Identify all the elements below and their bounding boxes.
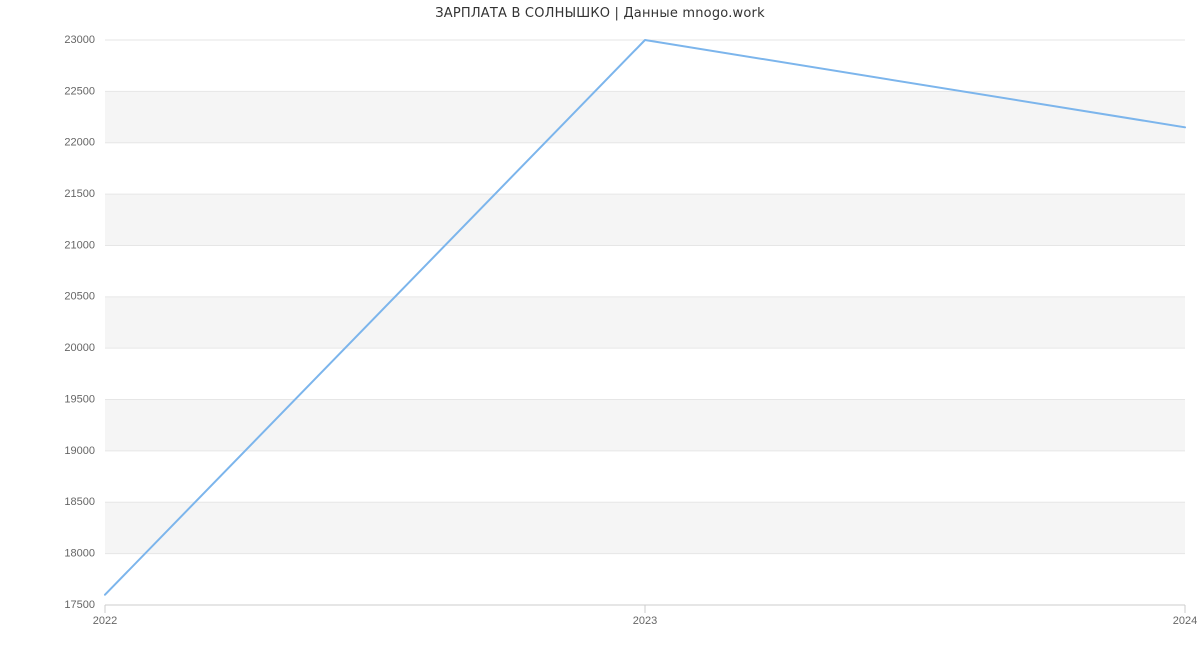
- x-tick-label: 2024: [1173, 615, 1197, 627]
- salary-line-chart: ЗАРПЛАТА В СОЛНЫШКО | Данные mnogo.work …: [0, 0, 1200, 650]
- chart-svg: 17500 18000 18500 19000 19500 20000 20500 21000…: [0, 0, 1200, 650]
- y-tick-label: 21000: [64, 239, 95, 251]
- y-tick-label: 20000: [64, 342, 95, 354]
- y-tick-label: 19000: [64, 445, 95, 457]
- y-tick-label: 22500: [64, 85, 95, 97]
- y-tick-label: 18000: [64, 548, 95, 560]
- y-tick-label: 23000: [64, 34, 95, 46]
- y-tick-label: 22000: [64, 137, 95, 149]
- y-tick-label: 19500: [64, 393, 95, 405]
- y-tick-label: 18500: [64, 496, 95, 508]
- y-tick-label: 17500: [64, 599, 95, 611]
- x-tick-label: 2023: [633, 615, 657, 627]
- y-tick-label: 21500: [64, 188, 95, 200]
- x-tick-label: 2022: [93, 615, 117, 627]
- y-tick-label: 20500: [64, 291, 95, 303]
